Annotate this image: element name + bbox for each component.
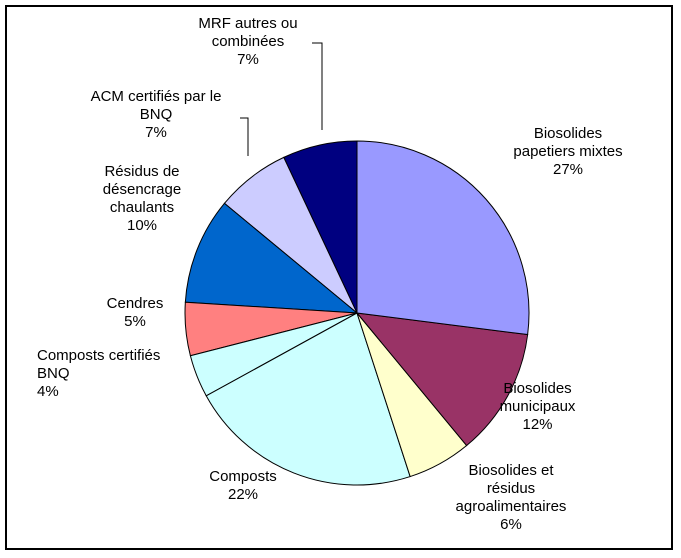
category-name: Composts certifiés BNQ bbox=[37, 347, 161, 382]
leader-line bbox=[240, 117, 249, 156]
slice-label: Résidus de désencrage chaulants 10% bbox=[90, 163, 194, 235]
category-name: MRF autres ou combinées bbox=[198, 15, 298, 50]
slice-label: Cendres 5% bbox=[95, 295, 175, 331]
value-label: 4% bbox=[37, 383, 59, 400]
slice-label: Biosolides papetiers mixtes 27% bbox=[507, 125, 629, 179]
category-name: Composts bbox=[209, 468, 277, 485]
category-name: Biosolides municipaux bbox=[499, 380, 576, 415]
slice-label: ACM certifiés par le BNQ 7% bbox=[80, 88, 232, 142]
value-label: 5% bbox=[124, 313, 146, 330]
value-label: 7% bbox=[145, 124, 167, 141]
slice-label: Biosolides municipaux 12% bbox=[490, 380, 585, 434]
value-label: 7% bbox=[237, 51, 259, 68]
slice-label: Composts 22% bbox=[193, 468, 293, 504]
value-label: 10% bbox=[126, 217, 158, 234]
pie-slice bbox=[356, 140, 530, 336]
slice-label: Composts certifiés BNQ 4% bbox=[37, 347, 192, 401]
slice-label: Biosolides et résidus agroalimentaires 6% bbox=[449, 462, 573, 534]
category-name: Biosolides et résidus agroalimentaires bbox=[455, 462, 567, 515]
pie-slice bbox=[184, 202, 359, 314]
leader-line bbox=[312, 42, 323, 130]
pie-slice bbox=[205, 312, 411, 486]
pie-slice bbox=[355, 312, 529, 447]
category-name: Biosolides papetiers mixtes bbox=[513, 125, 623, 160]
value-label: 22% bbox=[227, 486, 259, 503]
value-label: 27% bbox=[552, 161, 584, 178]
category-name: Cendres bbox=[106, 295, 164, 312]
slice-label: MRF autres ou combinées 7% bbox=[188, 15, 308, 69]
chart-frame bbox=[5, 5, 673, 550]
value-label: 12% bbox=[522, 416, 553, 433]
category-name: ACM certifiés par le BNQ bbox=[90, 88, 222, 123]
category-name: Résidus de désencrage chaulants bbox=[102, 163, 182, 216]
value-label: 6% bbox=[500, 516, 522, 533]
